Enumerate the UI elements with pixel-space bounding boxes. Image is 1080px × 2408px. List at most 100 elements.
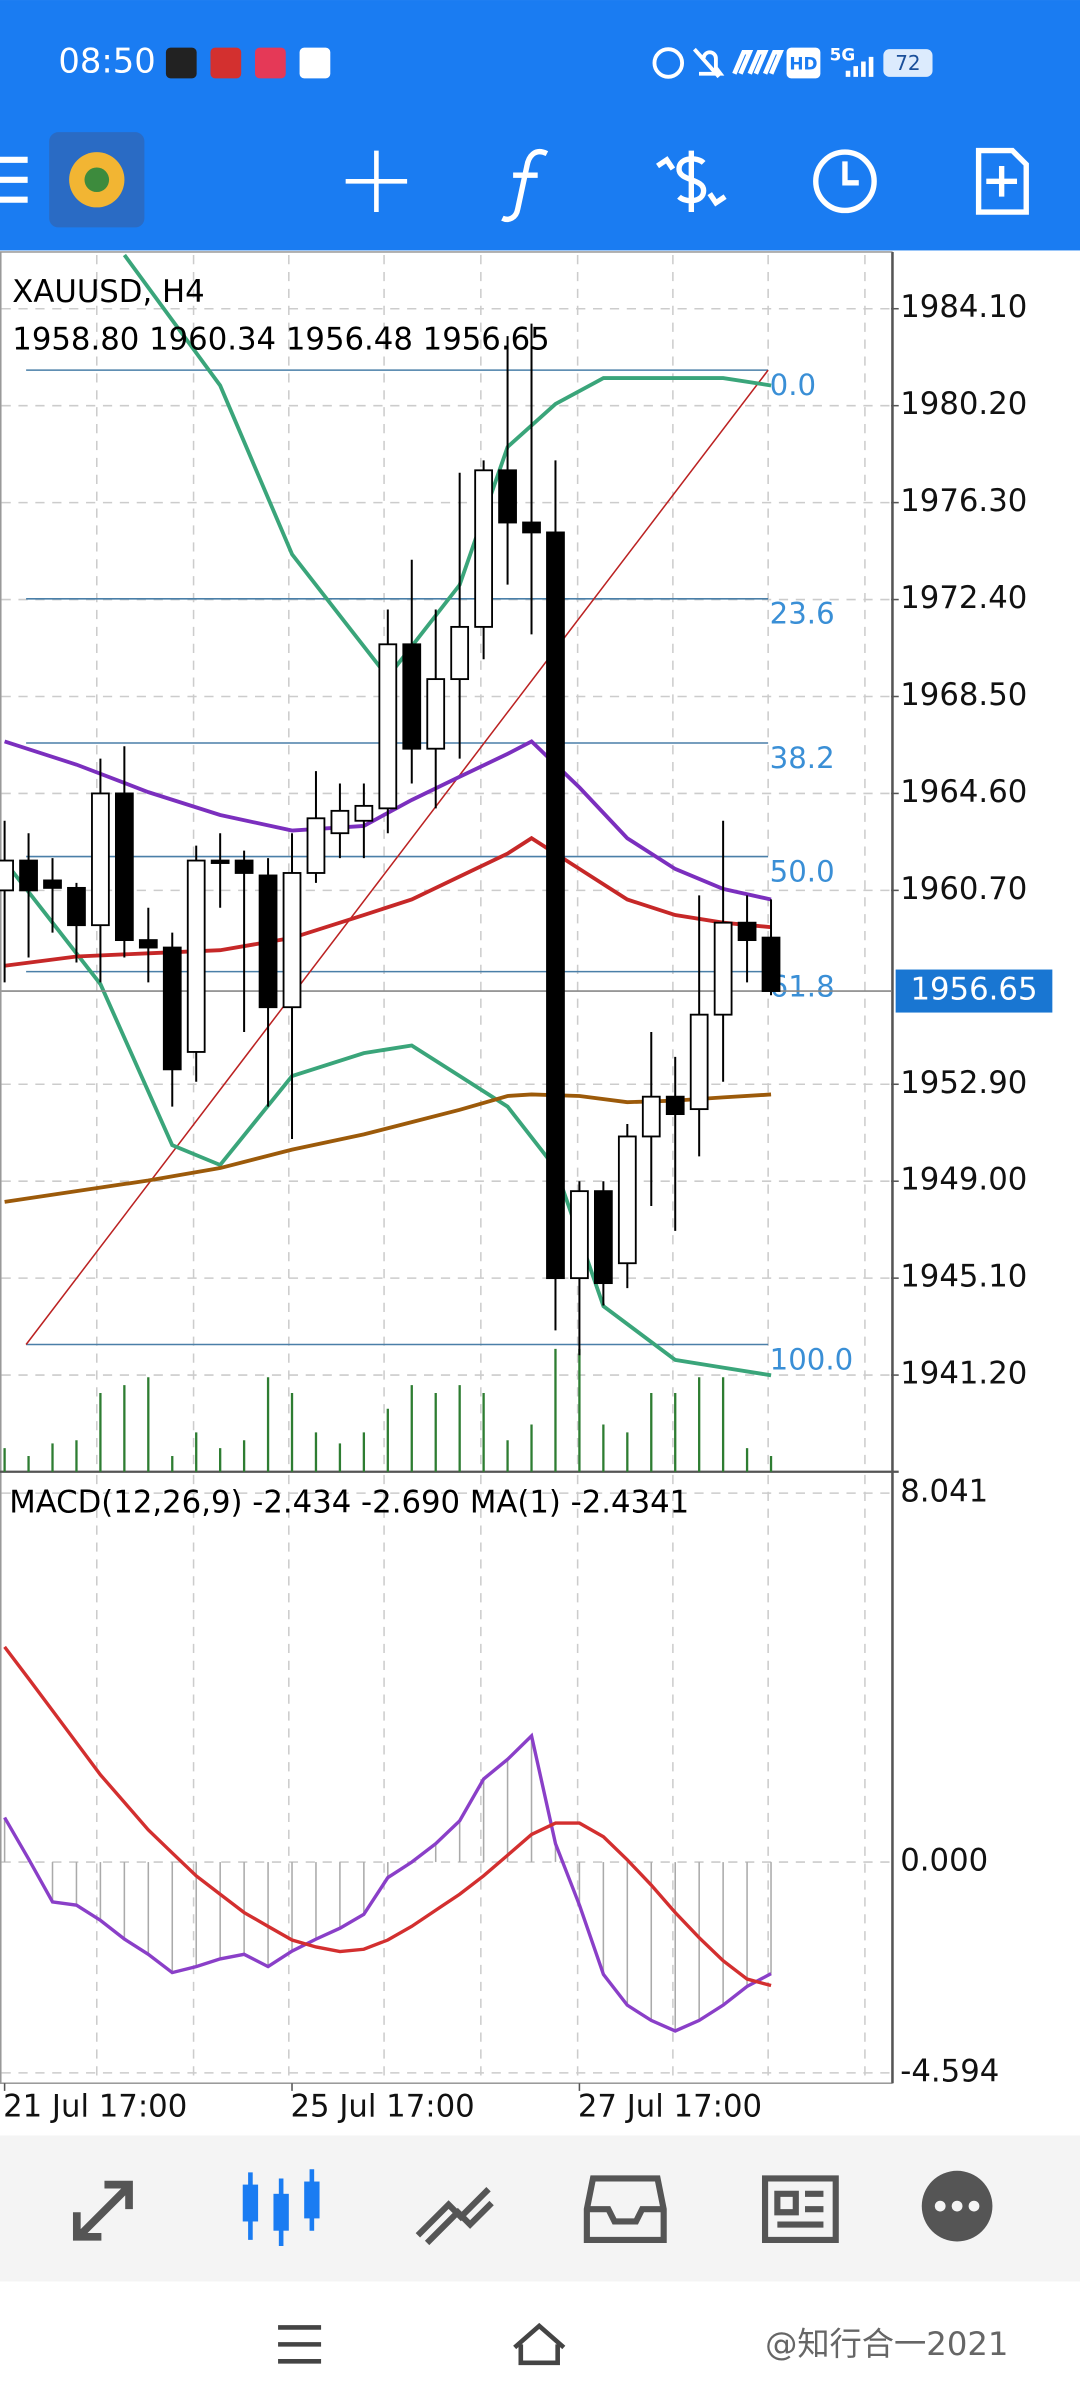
x-tick-label: 25 Jul 17:00 [290, 2088, 474, 2124]
y-tick-label: 1964.60 [900, 774, 1027, 810]
fib-label: 0.0 [770, 368, 816, 402]
signal-icon [732, 49, 784, 75]
candle-body [617, 1135, 637, 1265]
battery-level: 72 [895, 51, 920, 75]
hd-badge [786, 47, 821, 79]
candle-body [713, 921, 733, 1016]
candle-body [138, 939, 158, 949]
x-tick-label: 27 Jul 17:00 [578, 2088, 762, 2124]
candle-body [689, 1013, 709, 1111]
candle-body [546, 531, 565, 1280]
menu-button[interactable] [0, 156, 28, 203]
trade-tab[interactable] [415, 2187, 494, 2246]
timeframe-button[interactable] [813, 149, 877, 214]
candle-body [354, 804, 374, 822]
y-tick-label: 1952.90 [900, 1065, 1027, 1101]
mute-icon [692, 47, 725, 79]
bars-icon [845, 56, 874, 77]
crosshair-button[interactable] [345, 150, 408, 213]
y-tick-label: 1976.30 [900, 483, 1027, 519]
candle-body [474, 469, 493, 628]
template-button[interactable] [975, 147, 1029, 215]
history-tab[interactable] [583, 2175, 667, 2243]
clock: 08:50 [58, 42, 155, 81]
quotes-tab[interactable] [72, 2180, 133, 2241]
y-tick-label: 1949.00 [900, 1162, 1027, 1198]
fib-label: 61.8 [770, 970, 835, 1004]
candle-body [306, 817, 326, 874]
notif-icon [255, 47, 286, 79]
y-tick-label: 1968.50 [900, 677, 1027, 713]
y-tick-label: 1941.20 [900, 1356, 1027, 1392]
y-tick-label: 0.000 [900, 1843, 988, 1879]
y-tick-label: -4.594 [900, 2053, 999, 2089]
dot [968, 2200, 980, 2212]
recents-button[interactable] [278, 2325, 322, 2364]
dot [951, 2200, 963, 2212]
fib-label: 38.2 [770, 741, 835, 775]
candle-body [282, 872, 302, 1009]
candle-body [0, 859, 14, 892]
fib-label: 100.0 [770, 1342, 854, 1376]
indicators-button[interactable] [501, 149, 549, 222]
chart-layer: 1984.10 1980.20 1976.30 1972.40 1968.50 1964.… [0, 253, 1027, 2124]
y-tick-label: 1980.20 [900, 386, 1027, 422]
news-tab[interactable] [761, 2175, 839, 2243]
candle-body [114, 792, 134, 942]
app-header [0, 0, 1080, 251]
signal-line [3, 1645, 772, 1988]
candle-body [91, 792, 110, 927]
y-tick-label: 8.041 [900, 1474, 988, 1510]
tab-icon [304, 2181, 320, 2219]
candle-body [426, 678, 446, 750]
candle-body [641, 1095, 661, 1138]
candle-body [737, 921, 757, 942]
bottom-nav [0, 2135, 1080, 2282]
alarm-icon [652, 47, 685, 79]
symbol-title: XAUUSD, H4 [12, 274, 204, 310]
clock-hands [842, 161, 859, 186]
fib-label: 23.6 [770, 597, 835, 631]
ohlc-readout: 1958.80 1960.34 1956.48 1956.65 [12, 322, 549, 358]
notif-icon [299, 47, 331, 79]
y-tick-label: 1972.40 [900, 580, 1027, 616]
candle-body [19, 859, 38, 892]
network-label: 5G [830, 44, 856, 64]
candle-body [761, 936, 781, 992]
tab-icon [273, 2193, 289, 2231]
indicator-line [3, 860, 772, 1378]
fib-label: 50.0 [770, 854, 835, 888]
home-button[interactable] [513, 2322, 566, 2366]
candle-body [450, 625, 470, 681]
x-tick-label: 21 Jul 17:00 [3, 2088, 187, 2124]
candle-body [210, 859, 230, 864]
candle-body [593, 1190, 613, 1285]
candle-body [234, 859, 254, 874]
tab-icon [242, 2184, 259, 2222]
y-tick-label: 1960.70 [900, 871, 1027, 907]
candle-body [522, 521, 541, 534]
candle-body [330, 809, 350, 835]
y-tick-label: 1984.10 [900, 289, 1027, 325]
notif-icon [165, 47, 197, 79]
macd-title: MACD(12,26,9) -2.434 -2.690 MA(1) -2.434… [9, 1485, 689, 1521]
battery [883, 49, 933, 77]
candle-body [378, 643, 398, 810]
chart-frame [0, 251, 893, 2084]
candle-body [162, 946, 182, 1071]
candle-body [665, 1095, 685, 1116]
candle-body [186, 859, 206, 1053]
candle-body [67, 886, 86, 927]
candle-body [402, 643, 422, 750]
candle-body [498, 469, 517, 524]
candle-body [258, 874, 278, 1009]
candle-body [570, 1190, 589, 1280]
hd-label: HD [789, 54, 817, 74]
current-price-label: 1956.65 [910, 972, 1037, 1008]
dot [934, 2200, 946, 2212]
trade-button[interactable] [656, 150, 727, 213]
chart-tab[interactable] [242, 2169, 320, 2247]
macd-line [3, 1732, 772, 2033]
